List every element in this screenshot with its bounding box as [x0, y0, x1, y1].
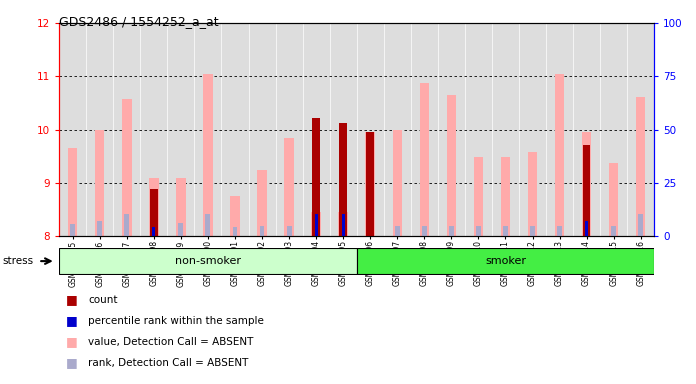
Text: ■: ■ [66, 356, 78, 369]
Bar [636, 96, 645, 236]
Bar [528, 152, 537, 236]
Bar [70, 224, 75, 236]
Bar [230, 196, 239, 236]
Bar [500, 157, 510, 236]
Bar [503, 225, 508, 236]
Bar [638, 214, 643, 236]
Bar [232, 227, 237, 236]
FancyBboxPatch shape [59, 248, 357, 274]
Bar [338, 212, 348, 236]
Bar [609, 163, 619, 236]
Bar [422, 225, 427, 236]
Bar [530, 225, 535, 236]
Text: percentile rank within the sample: percentile rank within the sample [88, 316, 264, 326]
Bar [474, 157, 483, 236]
Bar [557, 225, 562, 236]
Bar [125, 214, 129, 236]
Bar [584, 221, 589, 236]
Bar [365, 132, 375, 236]
Bar [205, 214, 210, 236]
Bar [311, 212, 321, 236]
Bar [152, 227, 157, 236]
Bar [449, 225, 454, 236]
Bar [555, 74, 564, 236]
Bar [152, 227, 155, 236]
Bar [176, 177, 186, 236]
Bar [314, 225, 319, 236]
Bar [395, 225, 400, 236]
Bar [476, 225, 481, 236]
Bar [366, 132, 374, 236]
Bar [258, 170, 267, 236]
Text: ■: ■ [66, 335, 78, 348]
Bar [260, 225, 264, 236]
Bar [342, 214, 345, 236]
Bar [122, 99, 132, 236]
Bar [341, 225, 346, 236]
Bar [95, 130, 104, 236]
Bar [420, 83, 429, 236]
Bar [367, 225, 372, 236]
Bar [315, 214, 318, 236]
Bar [340, 123, 347, 236]
Bar [150, 189, 157, 236]
Bar [313, 118, 320, 236]
Bar [149, 177, 159, 236]
Bar [203, 74, 213, 236]
Text: ■: ■ [66, 314, 78, 327]
Text: count: count [88, 295, 118, 305]
Text: value, Detection Call = ABSENT: value, Detection Call = ABSENT [88, 337, 254, 347]
Bar [582, 132, 592, 236]
Bar [585, 221, 588, 236]
Text: rank, Detection Call = ABSENT: rank, Detection Call = ABSENT [88, 358, 248, 368]
Text: stress: stress [2, 256, 33, 266]
Bar [68, 148, 77, 236]
Bar [285, 137, 294, 236]
Text: smoker: smoker [485, 256, 526, 266]
Text: non-smoker: non-smoker [175, 256, 241, 266]
Bar [611, 225, 616, 236]
Text: GDS2486 / 1554252_a_at: GDS2486 / 1554252_a_at [59, 15, 219, 28]
FancyBboxPatch shape [357, 248, 654, 274]
Bar [178, 223, 183, 236]
Bar [97, 221, 102, 236]
Bar [287, 225, 292, 236]
Bar [393, 130, 402, 236]
Bar [447, 95, 456, 236]
Bar [583, 144, 590, 236]
Text: ■: ■ [66, 293, 78, 306]
